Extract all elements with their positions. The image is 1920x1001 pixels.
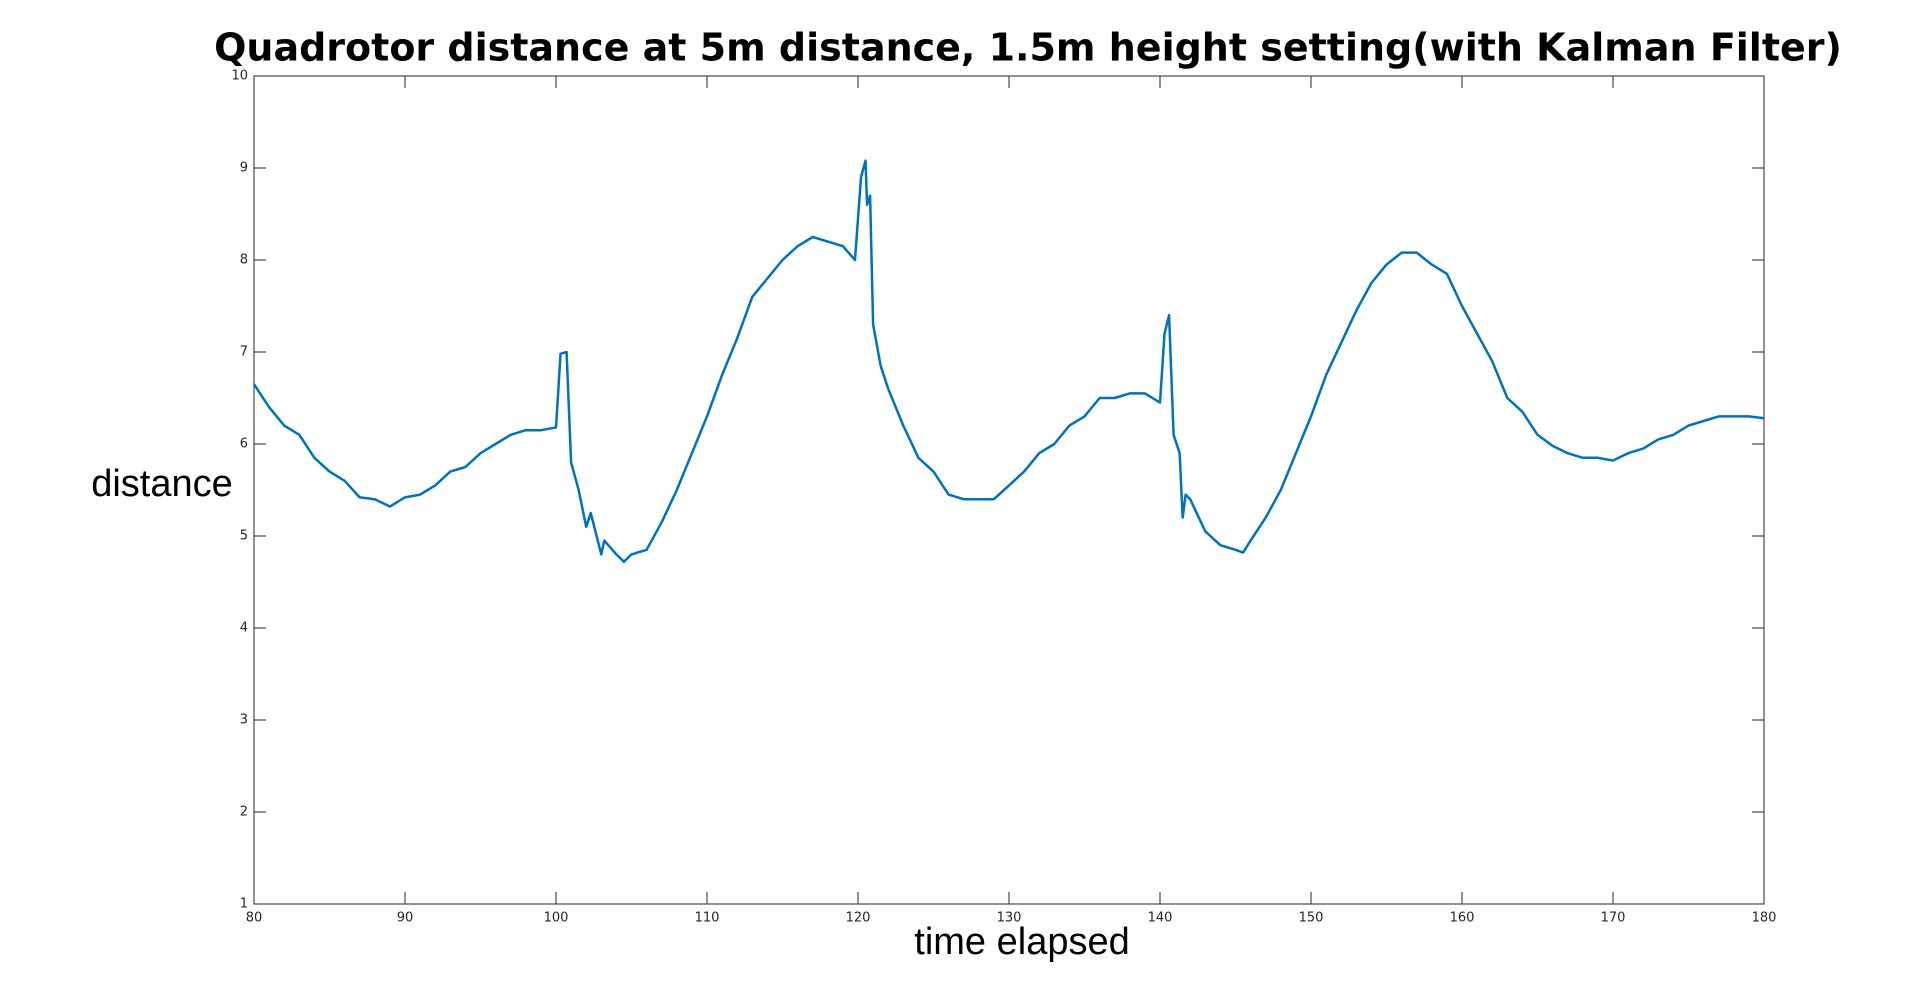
x-tick-label: 150 <box>1299 911 1324 926</box>
x-tick-label: 160 <box>1450 911 1475 926</box>
x-tick-label: 110 <box>695 911 720 926</box>
y-tick-label: 7 <box>240 345 248 360</box>
y-tick-label: 1 <box>240 897 248 912</box>
x-tick-label: 90 <box>397 911 414 926</box>
y-axis-label: distance <box>91 463 233 505</box>
x-tick-label: 80 <box>246 911 263 926</box>
y-tick-label: 6 <box>240 437 248 452</box>
x-tick-label: 140 <box>1148 911 1173 926</box>
y-tick-label: 8 <box>240 253 248 268</box>
chart-title: Quadrotor distance at 5m distance, 1.5m … <box>214 26 1842 70</box>
x-tick-label: 170 <box>1601 911 1626 926</box>
x-tick-label: 100 <box>544 911 569 926</box>
data-line <box>252 159 1765 564</box>
x-axis-label: time elapsed <box>914 921 1129 963</box>
y-tick-label: 9 <box>240 161 248 176</box>
y-tick-label: 4 <box>240 621 248 636</box>
x-tick-label: 120 <box>846 911 871 926</box>
y-tick-label: 2 <box>240 805 248 820</box>
y-tick-label: 10 <box>231 69 248 84</box>
y-tick-label: 5 <box>240 529 248 544</box>
y-tick-label: 3 <box>240 713 248 728</box>
x-tick-label: 130 <box>997 911 1022 926</box>
x-tick-label: 180 <box>1752 911 1777 926</box>
